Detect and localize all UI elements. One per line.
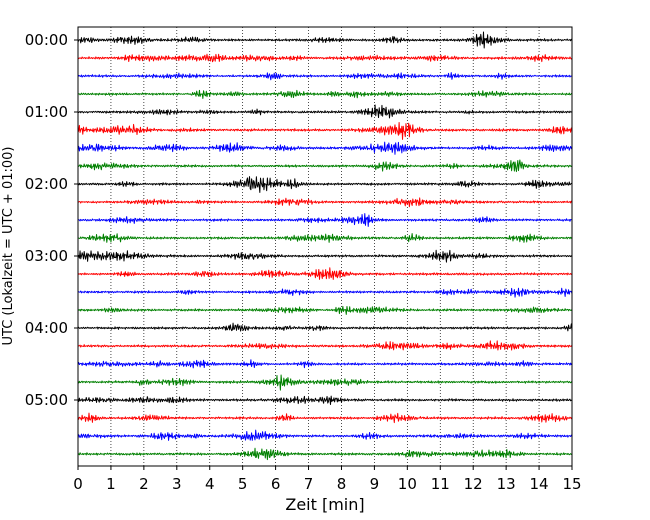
trace-0100	[77, 104, 573, 119]
trace-0030	[77, 72, 573, 81]
trace-0145	[77, 159, 573, 173]
y-axis: 00:00 01:00 02:00 03:00 04:00 05:00	[25, 31, 78, 409]
trace-0400	[77, 322, 573, 332]
trace-0000	[77, 31, 573, 49]
trace-0415	[77, 340, 573, 351]
x-tick-label: 1	[106, 475, 116, 493]
trace-0130	[77, 141, 573, 155]
x-tick-label: 6	[271, 475, 281, 493]
x-tick-label: 4	[205, 475, 215, 493]
trace-0330	[77, 287, 573, 298]
trace-0545	[77, 447, 573, 461]
x-tick-label: 8	[337, 475, 347, 493]
y-tick-label: 04:00	[25, 319, 68, 337]
trace-0300	[77, 249, 573, 263]
trace-0230	[77, 213, 573, 227]
x-tick-label: 11	[431, 475, 450, 493]
y-tick-label: 01:00	[25, 103, 68, 121]
trace-0315	[77, 267, 573, 280]
plot-frame	[77, 26, 573, 467]
trace-0430	[77, 359, 573, 369]
trace-group	[77, 31, 573, 461]
y-tick-label: 05:00	[25, 391, 68, 409]
trace-0515	[77, 412, 573, 424]
x-tick-label: 9	[370, 475, 380, 493]
x-tick-label: 10	[398, 475, 417, 493]
trace-0500	[77, 395, 573, 405]
y-tick-label: 02:00	[25, 175, 68, 193]
trace-0215	[77, 197, 573, 208]
x-tick-label: 0	[73, 475, 83, 493]
x-tick-label: 14	[530, 475, 549, 493]
trace-0015	[77, 53, 573, 63]
trace-0530	[77, 429, 573, 441]
grid-lines	[110, 27, 540, 466]
y-tick-label: 03:00	[25, 247, 68, 265]
x-axis-label: Zeit [min]	[285, 495, 364, 514]
x-tick-label: 7	[304, 475, 314, 493]
x-tick-label: 13	[497, 475, 516, 493]
x-axis: 0 1 2 3 4 5 6 7 8 9 10 11 12 13 14 15	[73, 466, 582, 493]
trace-0445	[77, 374, 573, 391]
x-tick-label: 3	[172, 475, 182, 493]
x-tick-label: 2	[139, 475, 149, 493]
trace-0345	[77, 305, 573, 315]
y-axis-label: UTC (Lokalzeit = UTC + 01:00)	[1, 147, 16, 346]
x-tick-label: 5	[238, 475, 248, 493]
x-tick-label: 12	[464, 475, 483, 493]
trace-0245	[77, 233, 573, 243]
y-tick-label: 00:00	[25, 31, 68, 49]
x-tick-label: 15	[562, 475, 581, 493]
trace-0115	[77, 122, 573, 140]
trace-0200	[77, 176, 573, 193]
trace-0045	[77, 89, 573, 99]
